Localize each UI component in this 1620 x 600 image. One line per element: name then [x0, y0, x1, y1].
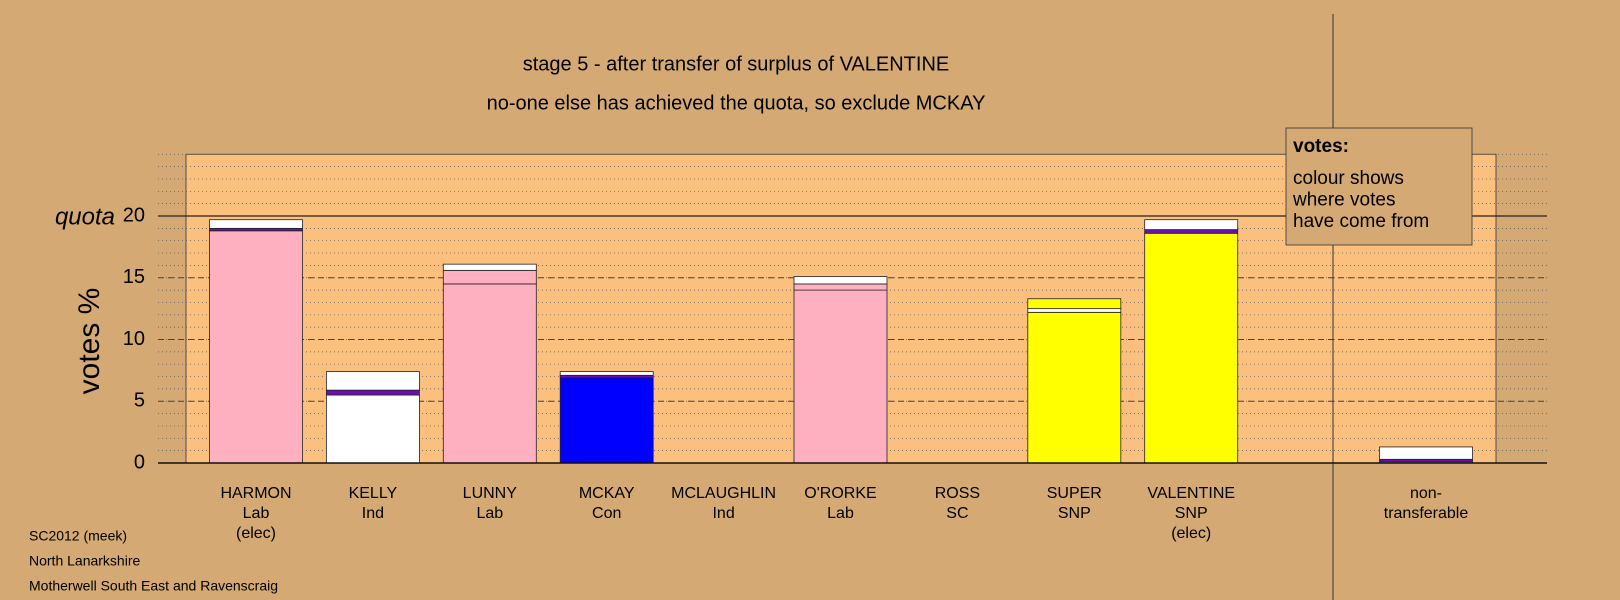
- footnote: Motherwell South East and Ravenscraig: [29, 578, 278, 594]
- bar-segment: [559, 371, 654, 376]
- x-tick-label: (elec): [1171, 525, 1211, 542]
- x-tick-label: VALENTINE: [1147, 485, 1235, 502]
- x-tick-label: non-: [1410, 485, 1442, 502]
- bar-segment: [209, 219, 303, 229]
- x-tick-label: LUNNY: [463, 485, 518, 502]
- note-title: votes:: [1293, 136, 1349, 157]
- bar-segment: [1144, 219, 1239, 230]
- bar-segment: [1027, 308, 1122, 313]
- y-tick-label: 0: [134, 451, 145, 473]
- note-line: colour shows: [1293, 168, 1404, 189]
- x-tick-label: O'RORKE: [804, 485, 876, 502]
- x-tick-label: (elec): [236, 525, 276, 542]
- bar-segment: [209, 230, 303, 464]
- bar-segment: [793, 283, 888, 291]
- bar-segment: [793, 289, 888, 464]
- x-tick-label: transferable: [1384, 505, 1469, 522]
- note-box: [1285, 127, 1473, 246]
- x-tick-label: SC: [946, 505, 968, 522]
- note-line: where votes: [1292, 190, 1395, 211]
- bar-segment: [1144, 229, 1239, 234]
- bar-segment: [1027, 298, 1122, 310]
- bar-segment: [1027, 311, 1122, 464]
- bar-segment: [442, 263, 537, 271]
- x-tick-label: Lab: [243, 505, 270, 522]
- bar-segment: [793, 276, 888, 285]
- bar-segment: [442, 283, 537, 464]
- x-tick-label: Ind: [362, 505, 384, 522]
- y-tick-label: 15: [123, 266, 145, 288]
- bar-segment: [325, 389, 420, 396]
- bar-segment: [325, 371, 420, 391]
- footnote: SC2012 (meek): [29, 528, 127, 544]
- x-tick-label: Con: [592, 505, 621, 522]
- x-tick-label: SNP: [1175, 505, 1208, 522]
- footnote: North Lanarkshire: [29, 553, 140, 569]
- x-tick-label: HARMON: [220, 485, 291, 502]
- y-tick-label: 20: [123, 204, 145, 226]
- x-tick-label: ROSS: [935, 485, 980, 502]
- chart-subtitle: no-one else has achieved the quota, so e…: [487, 92, 986, 114]
- bar-segment: [325, 394, 420, 464]
- x-tick-label: MCKAY: [579, 485, 635, 502]
- x-tick-label: SNP: [1058, 505, 1091, 522]
- y-tick-label: 5: [134, 390, 145, 412]
- bar-segment: [1144, 232, 1239, 464]
- note-line: have come from: [1293, 211, 1429, 232]
- x-tick-label: SUPER: [1047, 485, 1102, 502]
- bar-segment: [559, 377, 654, 464]
- x-tick-label: Lab: [476, 505, 503, 522]
- x-tick-label: Ind: [712, 505, 734, 522]
- chart-title: stage 5 - after transfer of surplus of V…: [523, 53, 949, 75]
- bar-segment: [442, 269, 537, 285]
- y-axis-label: votes %: [73, 288, 106, 395]
- x-tick-label: MCLAUGHLIN: [671, 485, 776, 502]
- x-tick-label: KELLY: [349, 485, 398, 502]
- bar-segment: [1379, 446, 1473, 460]
- x-tick-label: Lab: [827, 505, 854, 522]
- y-tick-label: 10: [123, 328, 145, 350]
- quota-label: quota: [55, 203, 115, 230]
